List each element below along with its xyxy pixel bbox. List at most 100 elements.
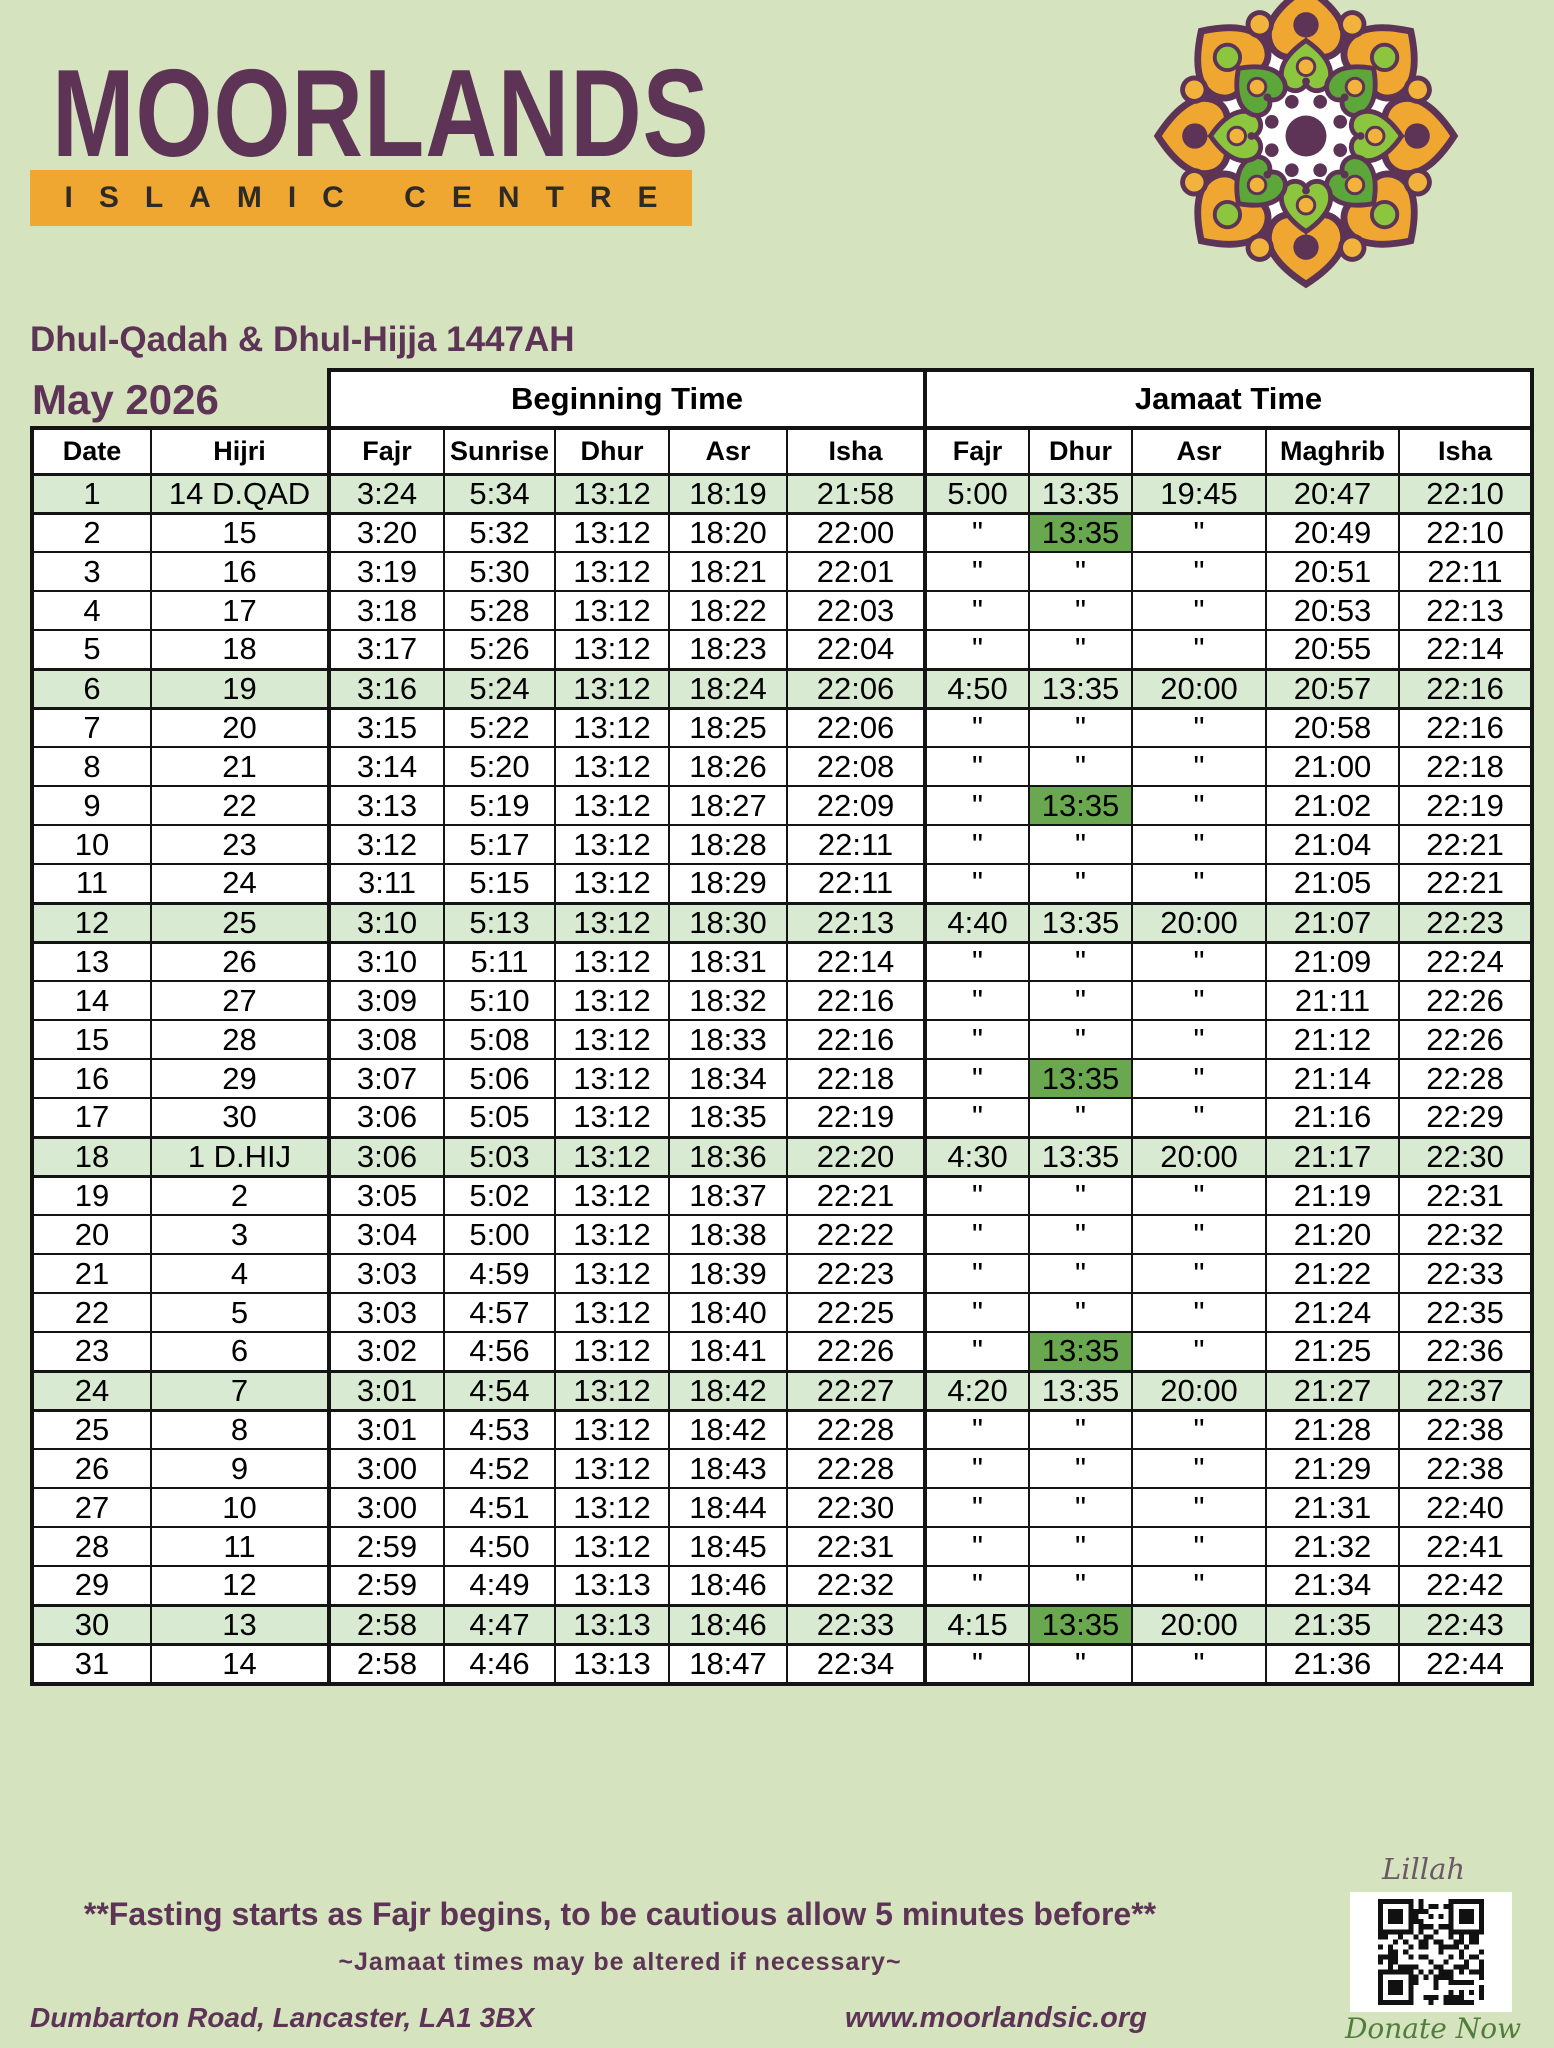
cell-hijri: 22 [150,785,330,826]
cell-maghrib-jamaat: 20:51 [1265,551,1401,592]
cell-dhur-beginning: 13:12 [554,1369,670,1412]
cell-maghrib-jamaat: 20:57 [1265,667,1401,710]
group-header-jamaat: Jamaat Time [923,368,1535,430]
cell-dhur-beginning: 13:12 [554,785,670,826]
cell-date: 25 [30,1409,152,1450]
cell-sunrise: 5:28 [443,590,556,631]
cell-asr-beginning: 18:27 [668,785,788,826]
timetable-row: 16 29 3:07 5:06 13:12 18:34 22:18 " 13:35 " 21:14 2… [30,1058,1535,1099]
cell-date: 9 [30,785,152,826]
cell-maghrib-jamaat: 21:17 [1265,1135,1401,1178]
cell-sunrise: 4:46 [443,1643,556,1686]
cell-fajr-beginning: 2:59 [327,1565,445,1606]
cell-isha-jamaat: 22:28 [1398,1058,1535,1099]
cell-isha-beginning: 22:25 [785,1292,927,1333]
cell-fajr-beginning: 3:10 [327,901,445,944]
cell-isha-jamaat: 22:19 [1398,785,1535,826]
col-header-sunrise: Sunrise [443,426,556,475]
cell-dhur-jamaat: " [1028,1214,1134,1255]
cell-fajr-jamaat: " [923,707,1031,748]
cell-dhur-jamaat: " [1028,980,1134,1021]
brand-tagline-band: ISLAMIC CENTRE [30,170,692,226]
cell-sunrise: 4:47 [443,1603,556,1646]
timetable-row: 14 27 3:09 5:10 13:12 18:32 22:16 " " " 21:11 22:26 [30,980,1535,1021]
cell-hijri: 17 [150,590,330,631]
cell-isha-beginning: 22:27 [785,1369,927,1412]
cell-maghrib-jamaat: 20:58 [1265,707,1401,748]
cell-asr-jamaat: " [1131,512,1268,553]
cell-isha-beginning: 22:28 [785,1448,927,1489]
cell-date: 11 [30,863,152,904]
cell-isha-beginning: 22:06 [785,707,927,748]
cell-sunrise: 5:15 [443,863,556,904]
cell-asr-jamaat: " [1131,863,1268,904]
mandala-flower-icon [1150,0,1462,292]
cell-asr-beginning: 18:46 [668,1565,788,1606]
cell-isha-beginning: 22:04 [785,629,927,670]
cell-dhur-beginning: 13:12 [554,1019,670,1060]
cell-asr-beginning: 18:28 [668,824,788,865]
cell-asr-beginning: 18:34 [668,1058,788,1099]
cell-fajr-beginning: 2:59 [327,1526,445,1567]
cell-isha-jamaat: 22:42 [1398,1565,1535,1606]
cell-date: 5 [30,629,152,670]
cell-hijri: 16 [150,551,330,592]
cell-hijri: 14 D.QAD [150,472,330,515]
cell-asr-beginning: 18:30 [668,901,788,944]
address: Dumbarton Road, Lancaster, LA1 3BX [30,2002,535,2033]
col-header-dhur-beginning: Dhur [554,426,670,475]
cell-hijri: 13 [150,1603,330,1646]
col-header-dhur-jamaat: Dhur [1028,426,1134,475]
group-header-beginning: Beginning Time [326,368,928,430]
cell-date: 22 [30,1292,152,1333]
cell-isha-jamaat: 22:21 [1398,824,1535,865]
cell-maghrib-jamaat: 21:19 [1265,1175,1401,1216]
cell-fajr-beginning: 3:13 [327,785,445,826]
timetable-row: 15 28 3:08 5:08 13:12 18:33 22:16 " " " 21:12 22:26 [30,1019,1535,1060]
cell-sunrise: 5:08 [443,1019,556,1060]
cell-asr-jamaat: " [1131,1526,1268,1567]
cell-sunrise: 4:57 [443,1292,556,1333]
cell-dhur-beginning: 13:12 [554,1331,670,1372]
timetable-row: 26 9 3:00 4:52 13:12 18:43 22:28 " " " 21:29 22:38 [30,1448,1535,1489]
cell-hijri: 28 [150,1019,330,1060]
cell-asr-beginning: 18:46 [668,1603,788,1646]
cell-maghrib-jamaat: 21:32 [1265,1526,1401,1567]
cell-sunrise: 4:49 [443,1565,556,1606]
cell-maghrib-jamaat: 21:16 [1265,1097,1401,1138]
cell-asr-beginning: 18:42 [668,1369,788,1412]
cell-hijri: 21 [150,746,330,787]
cell-hijri: 30 [150,1097,330,1138]
timetable-row: 3 16 3:19 5:30 13:12 18:21 22:01 " " " 20:51 22:11 [30,551,1535,592]
cell-sunrise: 5:13 [443,901,556,944]
cell-maghrib-jamaat: 21:20 [1265,1214,1401,1255]
cell-sunrise: 5:10 [443,980,556,1021]
cell-dhur-jamaat: 13:35 [1028,1331,1134,1372]
cell-asr-jamaat: " [1131,941,1268,982]
cell-sunrise: 4:59 [443,1253,556,1294]
cell-hijri: 4 [150,1253,330,1294]
cell-maghrib-jamaat: 21:12 [1265,1019,1401,1060]
cell-isha-jamaat: 22:32 [1398,1214,1535,1255]
cell-isha-jamaat: 22:38 [1398,1409,1535,1450]
cell-fajr-jamaat: " [923,1643,1031,1686]
cell-asr-jamaat: " [1131,1565,1268,1606]
cell-maghrib-jamaat: 21:25 [1265,1331,1401,1372]
cell-isha-beginning: 22:22 [785,1214,927,1255]
brand-tagline: ISLAMIC CENTRE [64,181,684,214]
timetable-row: 20 3 3:04 5:00 13:12 18:38 22:22 " " " 21:20 22:32 [30,1214,1535,1255]
timetable-row: 12 25 3:10 5:13 13:12 18:30 22:13 4:40 13:35 20:0… [30,901,1535,944]
cell-dhur-beginning: 13:12 [554,1214,670,1255]
cell-fajr-beginning: 2:58 [327,1643,445,1686]
cell-sunrise: 5:32 [443,512,556,553]
cell-date: 26 [30,1448,152,1489]
cell-asr-jamaat: " [1131,1175,1268,1216]
cell-fajr-jamaat: 4:30 [923,1135,1031,1178]
cell-fajr-beginning: 3:00 [327,1487,445,1528]
timetable-row: 29 12 2:59 4:49 13:13 18:46 22:32 " " " 21:34 22:42 [30,1565,1535,1606]
cell-fajr-beginning: 3:16 [327,667,445,710]
cell-isha-jamaat: 22:23 [1398,901,1535,944]
cell-isha-beginning: 22:09 [785,785,927,826]
cell-asr-beginning: 18:32 [668,980,788,1021]
cell-sunrise: 4:50 [443,1526,556,1567]
